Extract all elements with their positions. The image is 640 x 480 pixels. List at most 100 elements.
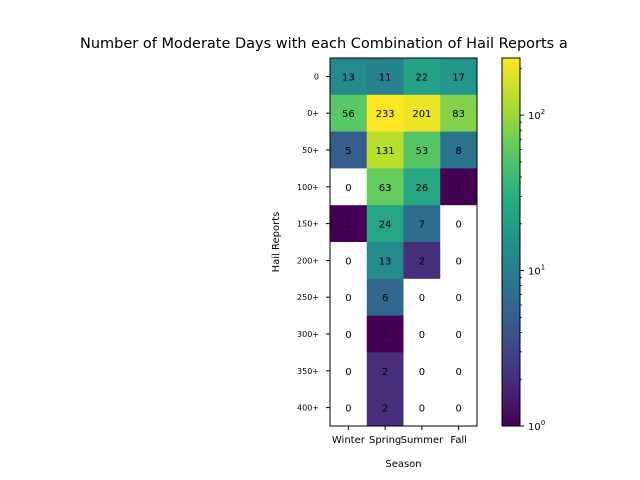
cell-value-label: 56 [342, 109, 355, 120]
x-tick-label: Fall [450, 435, 467, 446]
heatmap-cell [330, 94, 368, 133]
heatmap-cell [366, 131, 404, 169]
cell-value-label: 0 [419, 404, 425, 415]
cell-value-label: 0 [455, 293, 461, 304]
cell-value-label: 24 [379, 220, 392, 231]
cell-value-label: 53 [416, 146, 429, 157]
colorbar-tick-label: 102 [528, 108, 545, 122]
cell-value-label: 11 [379, 72, 392, 83]
heatmap-cells [330, 58, 478, 427]
cell-value-label: 1 [382, 330, 388, 341]
x-tick-label: Winter [332, 435, 366, 446]
colorbar [501, 57, 521, 427]
heatmap-cell [330, 131, 368, 169]
cell-value-label: 2 [382, 367, 388, 378]
heatmap-cell [403, 242, 441, 280]
heatmap-cell [440, 131, 478, 169]
heatmap-cell [403, 352, 441, 390]
heatmap-cell [366, 315, 404, 353]
heatmap-cell [440, 352, 478, 390]
y-tick-label: 50+ [302, 146, 319, 155]
cell-value-label: 0 [419, 367, 425, 378]
y-tick-label: 200+ [297, 256, 319, 265]
cell-value-label: 0 [345, 367, 351, 378]
heatmap-cell [330, 278, 368, 317]
cell-value-label: 0 [419, 330, 425, 341]
heatmap-cell [330, 205, 368, 243]
y-axis-ticks: 0 0+ 50+ 100+ 150+ 200+ 250+ 300+ 350+ 400+ [297, 72, 330, 413]
cell-value-label: 6 [382, 293, 388, 304]
cell-value-label: 17 [452, 72, 465, 83]
cell-value-label: 13 [342, 72, 355, 83]
cell-value-label: 0 [345, 330, 351, 341]
cell-value-label: 5 [345, 146, 351, 157]
y-tick-label: 400+ [297, 404, 319, 413]
cell-value-label: 0 [345, 404, 351, 415]
heatmap-cell [440, 389, 478, 427]
heatmap-cell [330, 315, 368, 353]
y-tick-label: 100+ [297, 183, 319, 192]
cell-value-label: 8 [455, 146, 461, 157]
heatmap-cell [440, 205, 478, 243]
heatmap-cell [440, 168, 478, 206]
heatmap-cell [330, 242, 368, 280]
cell-value-label: 201 [412, 109, 431, 120]
heatmap-cell [330, 168, 368, 206]
cell-value-label: 131 [376, 146, 395, 157]
cell-value-label: 0 [455, 367, 461, 378]
cell-value-label: 233 [376, 109, 395, 120]
heatmap-cell [440, 278, 478, 317]
heatmap-cell [403, 389, 441, 427]
cell-value-label: 83 [452, 109, 465, 120]
cell-value-label: 0 [455, 404, 461, 415]
heatmap-cell [366, 242, 404, 280]
heatmap-cell [403, 315, 441, 353]
heatmap-cell [440, 242, 478, 280]
cell-value-label: 63 [379, 183, 392, 194]
y-tick-label: 0 [314, 72, 319, 81]
heatmap-cell [366, 205, 404, 243]
y-tick-label: 350+ [297, 367, 319, 376]
heatmap-cell [403, 205, 441, 243]
heatmap-cell [366, 94, 404, 133]
heatmap-cell [403, 131, 441, 169]
cell-value-label: 0 [455, 256, 461, 267]
heatmap-cell [440, 58, 478, 96]
y-tick-label: 0+ [307, 109, 319, 118]
heatmap-cell [403, 278, 441, 317]
y-tick-label: 250+ [297, 293, 319, 302]
y-tick-label: 300+ [297, 330, 319, 339]
heatmap-cell [366, 278, 404, 317]
heatmap-cell [330, 58, 368, 96]
cell-value-label: 1 [345, 220, 351, 231]
cell-value-label: 22 [416, 72, 429, 83]
cell-value-label: 26 [416, 183, 429, 194]
heatmap-cell [330, 389, 368, 427]
heatmap-cell [366, 168, 404, 206]
x-tick-label: Summer [401, 435, 444, 446]
colorbar-tick-label: 100 [528, 419, 545, 433]
cell-value-label: 0 [345, 256, 351, 267]
cell-value-label: 0 [455, 330, 461, 341]
cell-value-label: 1 [455, 183, 461, 194]
chart-title: Number of Moderate Days with each Combin… [80, 36, 568, 52]
colorbar-ticks: 100 101 102 [520, 67, 545, 433]
heatmap-cell [366, 58, 404, 96]
heatmap-cell [403, 58, 441, 96]
heatmap-cell [403, 94, 441, 133]
cell-value-label: 2 [419, 256, 425, 267]
plot-frame [329, 57, 478, 427]
cell-value-label: 13 [379, 256, 392, 267]
heatmap-cell [366, 389, 404, 427]
heatmap-cell [366, 352, 404, 390]
colorbar-tick-label: 101 [528, 264, 545, 278]
y-tick-label: 150+ [297, 220, 319, 229]
heatmap-cell [403, 168, 441, 206]
heatmap-cell [440, 315, 478, 353]
heatmap-cell [330, 352, 368, 390]
cell-value-label: 0 [345, 183, 351, 194]
cell-value-label: 0 [419, 293, 425, 304]
cell-value-label: 2 [382, 404, 388, 415]
x-tick-label: Spring [369, 435, 401, 446]
